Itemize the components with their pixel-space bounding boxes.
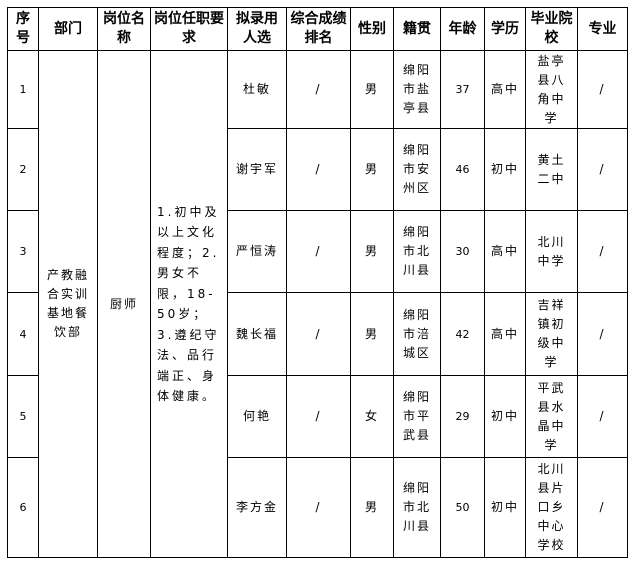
major: / bbox=[577, 292, 628, 376]
origin: 绵阳市北川县 bbox=[393, 210, 441, 293]
school: 平武县水晶中学 bbox=[525, 375, 578, 458]
rank: / bbox=[286, 375, 351, 458]
age: 50 bbox=[440, 457, 485, 558]
rank: / bbox=[286, 292, 351, 376]
gender: 男 bbox=[350, 128, 394, 211]
rank: / bbox=[286, 457, 351, 558]
header-gender: 性别 bbox=[350, 7, 394, 51]
gender: 男 bbox=[350, 292, 394, 376]
row-number: 6 bbox=[7, 457, 39, 558]
age: 46 bbox=[440, 128, 485, 211]
row-number: 2 bbox=[7, 128, 39, 211]
origin: 绵阳市平武县 bbox=[393, 375, 441, 458]
header-row: 序号 部门 岗位名称 岗位任职要求 拟录用人选 综合成绩排名 性别 籍贯 年龄 … bbox=[7, 7, 628, 51]
candidate-name: 谢宇军 bbox=[227, 128, 287, 211]
major: / bbox=[577, 375, 628, 458]
table-row: 1 产教融合实训基地餐饮部 厨师 1.初中及以上文化程度；2.男女不限，18-50岁；… bbox=[7, 50, 628, 558]
age: 30 bbox=[440, 210, 485, 293]
candidate-name: 李方金 bbox=[227, 457, 287, 558]
education: 高中 bbox=[484, 292, 526, 376]
requirements-cell: 1.初中及以上文化程度；2.男女不限，18-50岁；3.遵纪守法、品行端正、身体… bbox=[150, 50, 228, 558]
row-number: 4 bbox=[7, 292, 39, 376]
major: / bbox=[577, 50, 628, 129]
table-row: 2 谢宇军 / 男绵阳市安州区 46 初中 黄土二中 / bbox=[7, 128, 628, 211]
candidate-name: 杜敏 bbox=[227, 50, 287, 129]
school: 北川县片口乡中心学校 bbox=[525, 457, 578, 558]
school: 北川中学 bbox=[525, 210, 578, 293]
table-row: 5 何艳 / 女绵阳市平武县 29 初中 平武县水晶中学 / bbox=[7, 375, 628, 458]
origin: 绵阳市安州区 bbox=[393, 128, 441, 211]
education: 初中 bbox=[484, 375, 526, 458]
rank: / bbox=[286, 128, 351, 211]
table-row: 6 李方金 / 男绵阳市北川县 50 初中 北川县片口乡中心学校 / bbox=[7, 457, 628, 558]
major: / bbox=[577, 457, 628, 558]
position-cell: 厨师 bbox=[97, 50, 151, 558]
education: 初中 bbox=[484, 128, 526, 211]
age: 29 bbox=[440, 375, 485, 458]
header-position: 岗位名称 bbox=[97, 7, 151, 51]
school: 吉祥镇初级中学 bbox=[525, 292, 578, 376]
header-rank: 综合成绩排名 bbox=[286, 7, 351, 51]
gender: 男 bbox=[350, 50, 394, 129]
candidate-name: 严恒涛 bbox=[227, 210, 287, 293]
candidate-name: 魏长福 bbox=[227, 292, 287, 376]
school: 盐亭县八角中学 bbox=[525, 50, 578, 129]
recruitment-table: 序号 部门 岗位名称 岗位任职要求 拟录用人选 综合成绩排名 性别 籍贯 年龄 … bbox=[7, 7, 628, 558]
header-dept: 部门 bbox=[38, 7, 98, 51]
header-school: 毕业院校 bbox=[525, 7, 578, 51]
education: 初中 bbox=[484, 457, 526, 558]
education: 高中 bbox=[484, 50, 526, 129]
header-candidate: 拟录用人选 bbox=[227, 7, 287, 51]
gender: 女 bbox=[350, 375, 394, 458]
age: 37 bbox=[440, 50, 485, 129]
candidate-name: 何艳 bbox=[227, 375, 287, 458]
header-age: 年龄 bbox=[440, 7, 485, 51]
age: 42 bbox=[440, 292, 485, 376]
rank: / bbox=[286, 50, 351, 129]
origin: 绵阳市盐亭县 bbox=[393, 50, 441, 129]
major: / bbox=[577, 128, 628, 211]
major: / bbox=[577, 210, 628, 293]
origin: 绵阳市北川县 bbox=[393, 457, 441, 558]
table-row: 3 严恒涛 / 男绵阳市北川县 30 高中 北川中学 / bbox=[7, 210, 628, 293]
header-requirements: 岗位任职要求 bbox=[150, 7, 228, 51]
row-number: 1 bbox=[7, 50, 39, 129]
origin: 绵阳市涪城区 bbox=[393, 292, 441, 376]
department-cell: 产教融合实训基地餐饮部 bbox=[38, 50, 98, 558]
school: 黄土二中 bbox=[525, 128, 578, 211]
header-no: 序号 bbox=[7, 7, 39, 51]
header-major: 专业 bbox=[577, 7, 628, 51]
table-row: 4 魏长福 / 男绵阳市涪城区 42 高中 吉祥镇初级中学 / bbox=[7, 292, 628, 376]
header-origin: 籍贯 bbox=[393, 7, 441, 51]
row-number: 5 bbox=[7, 375, 39, 458]
education: 高中 bbox=[484, 210, 526, 293]
row-number: 3 bbox=[7, 210, 39, 293]
gender: 男 bbox=[350, 457, 394, 558]
rank: / bbox=[286, 210, 351, 293]
header-education: 学历 bbox=[484, 7, 526, 51]
gender: 男 bbox=[350, 210, 394, 293]
